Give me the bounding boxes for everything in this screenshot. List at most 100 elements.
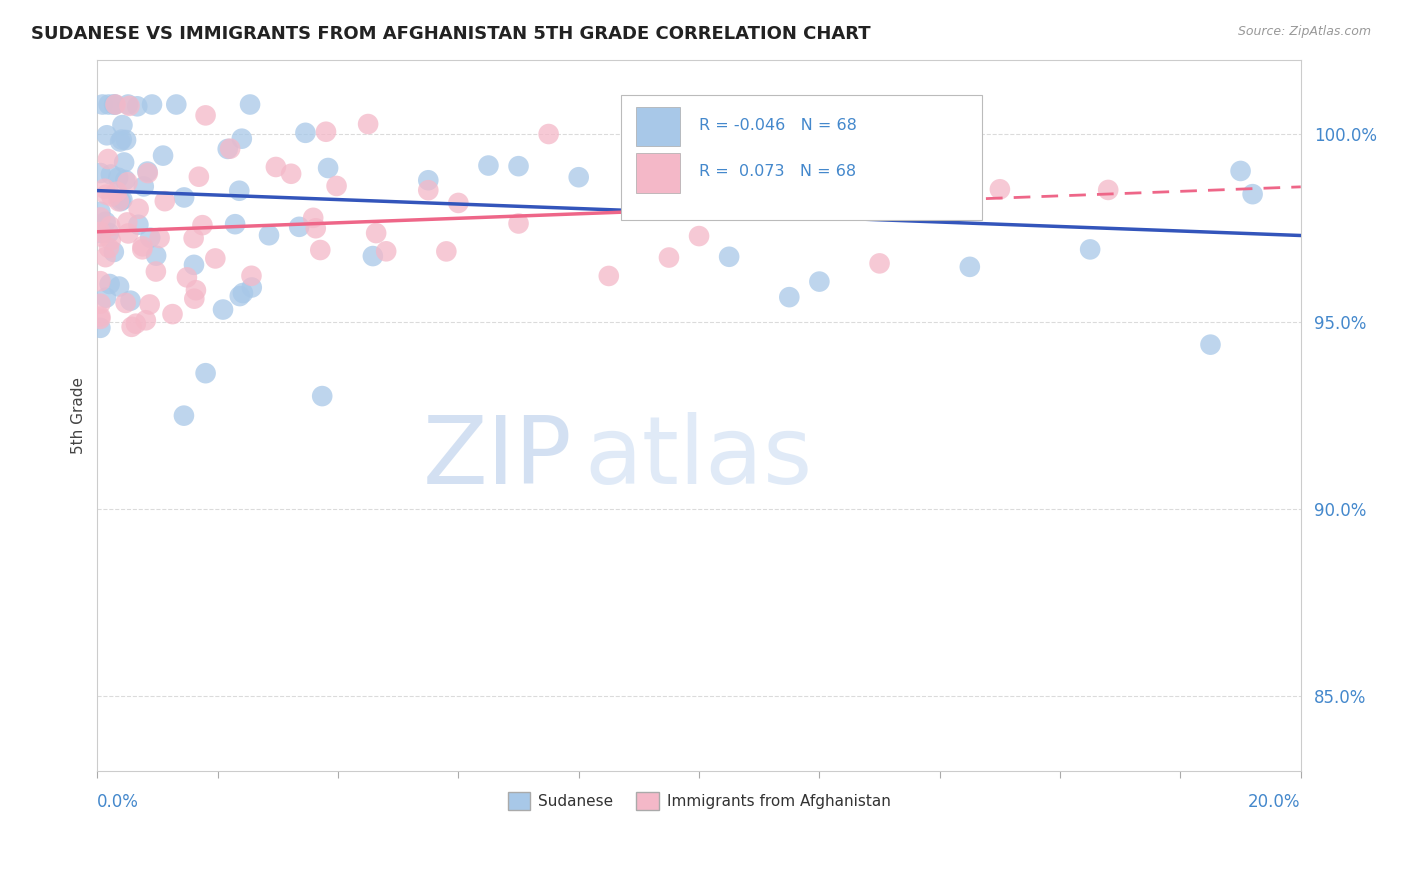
Point — [118, 99, 141, 113]
Point — [107, 170, 129, 185]
Point — [778, 290, 800, 304]
Point — [434, 244, 457, 259]
Point — [838, 143, 860, 157]
Point — [145, 249, 167, 263]
Point — [110, 194, 132, 208]
Point — [141, 97, 163, 112]
Point — [89, 226, 111, 240]
Point — [184, 283, 207, 297]
Point — [152, 148, 174, 162]
Point — [537, 127, 560, 141]
Point — [305, 221, 328, 235]
Point — [658, 251, 681, 265]
Point — [131, 239, 153, 253]
Point — [778, 190, 800, 204]
Point — [94, 291, 117, 305]
Point — [194, 366, 217, 380]
Point — [98, 226, 121, 240]
Point — [357, 117, 380, 131]
Point — [98, 277, 121, 291]
Text: SUDANESE VS IMMIGRANTS FROM AFGHANISTAN 5TH GRADE CORRELATION CHART: SUDANESE VS IMMIGRANTS FROM AFGHANISTAN … — [31, 25, 870, 43]
Point — [1097, 183, 1119, 197]
Point — [212, 302, 235, 317]
Point — [120, 293, 142, 308]
Point — [477, 159, 499, 173]
Point — [325, 178, 347, 193]
Point — [598, 268, 620, 283]
Point — [108, 135, 131, 149]
Point — [94, 215, 117, 229]
Point — [447, 196, 470, 211]
Point — [257, 228, 280, 243]
Y-axis label: 5th Grade: 5th Grade — [72, 376, 86, 454]
Point — [114, 173, 136, 187]
Point — [104, 97, 127, 112]
Point — [366, 226, 388, 240]
Point — [173, 409, 195, 423]
Point — [98, 219, 121, 234]
Point — [108, 279, 131, 293]
Point — [89, 204, 111, 219]
Point — [418, 183, 440, 197]
Point — [183, 292, 205, 306]
Point — [89, 312, 111, 326]
Point — [117, 227, 139, 241]
Point — [138, 297, 160, 311]
Point — [315, 125, 337, 139]
Point — [988, 182, 1011, 196]
Point — [173, 190, 195, 204]
Point — [219, 142, 242, 156]
Point — [103, 97, 125, 112]
Point — [808, 275, 831, 289]
Point — [162, 307, 184, 321]
Point — [127, 218, 149, 232]
Point — [232, 286, 254, 301]
Point — [508, 217, 530, 231]
Point — [231, 131, 253, 145]
FancyBboxPatch shape — [621, 95, 981, 219]
Point — [183, 231, 205, 245]
Point — [239, 97, 262, 112]
Point — [117, 97, 139, 112]
Point — [658, 202, 681, 216]
Legend: Sudanese, Immigrants from Afghanistan: Sudanese, Immigrants from Afghanistan — [502, 786, 897, 816]
Text: 0.0%: 0.0% — [97, 793, 139, 811]
Point — [361, 249, 384, 263]
Point — [111, 133, 134, 147]
Point — [89, 225, 111, 239]
Point — [302, 211, 325, 225]
Point — [194, 108, 217, 122]
Point — [149, 231, 172, 245]
Point — [127, 99, 149, 113]
Point — [294, 126, 316, 140]
Point — [224, 217, 246, 231]
Point — [104, 97, 127, 112]
Point — [187, 169, 209, 184]
Point — [114, 296, 136, 310]
Point — [418, 173, 440, 187]
Point — [264, 160, 287, 174]
Point — [115, 133, 138, 147]
Point — [107, 194, 129, 209]
Point — [93, 182, 115, 196]
Point — [204, 252, 226, 266]
Point — [688, 229, 710, 244]
Point — [280, 167, 302, 181]
Point — [135, 313, 157, 327]
Point — [89, 296, 111, 310]
Point — [191, 218, 214, 232]
FancyBboxPatch shape — [637, 107, 679, 146]
Point — [131, 243, 153, 257]
Point — [97, 97, 120, 112]
Point — [309, 243, 332, 257]
Point — [1229, 164, 1251, 178]
Point — [103, 244, 125, 259]
Point — [96, 128, 118, 143]
Point — [91, 97, 114, 112]
Point — [89, 229, 111, 244]
Point — [240, 280, 263, 294]
Point — [1241, 187, 1264, 202]
Text: R =  0.073   N = 68: R = 0.073 N = 68 — [699, 164, 856, 179]
Text: Source: ZipAtlas.com: Source: ZipAtlas.com — [1237, 25, 1371, 38]
Point — [139, 230, 162, 244]
